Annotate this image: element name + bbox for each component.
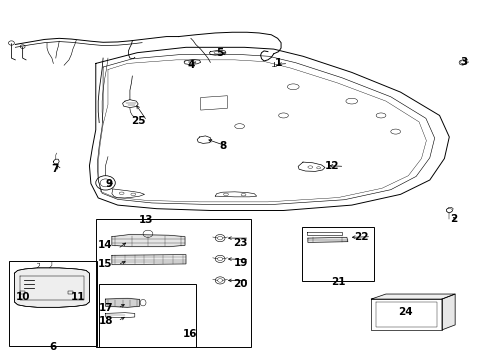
Text: 18: 18 <box>99 316 114 326</box>
Text: 19: 19 <box>233 258 247 268</box>
Text: 11: 11 <box>70 292 85 302</box>
Text: 14: 14 <box>98 239 113 249</box>
Text: 23: 23 <box>233 238 247 248</box>
Text: 9: 9 <box>105 179 112 189</box>
Text: 2: 2 <box>449 215 457 224</box>
Text: 3: 3 <box>459 57 467 67</box>
Text: 20: 20 <box>233 279 247 289</box>
Polygon shape <box>105 298 140 307</box>
Text: 10: 10 <box>15 292 30 302</box>
Text: 16: 16 <box>182 329 197 339</box>
Text: 8: 8 <box>219 141 226 151</box>
Text: 7: 7 <box>52 164 59 174</box>
Polygon shape <box>14 268 89 307</box>
Polygon shape <box>370 294 454 299</box>
Polygon shape <box>112 234 184 247</box>
Polygon shape <box>441 294 454 330</box>
Text: 17: 17 <box>99 303 114 313</box>
Text: 5: 5 <box>216 48 224 58</box>
Text: 24: 24 <box>397 307 412 316</box>
Text: 4: 4 <box>187 60 194 70</box>
Text: 6: 6 <box>49 342 57 352</box>
Text: 22: 22 <box>353 232 368 242</box>
Polygon shape <box>307 237 347 242</box>
Text: 1: 1 <box>274 58 282 68</box>
Text: 15: 15 <box>98 259 113 269</box>
Text: 25: 25 <box>131 116 145 126</box>
Text: 21: 21 <box>331 277 345 287</box>
Polygon shape <box>112 255 185 265</box>
Text: 13: 13 <box>139 215 153 225</box>
Text: 12: 12 <box>325 161 339 171</box>
